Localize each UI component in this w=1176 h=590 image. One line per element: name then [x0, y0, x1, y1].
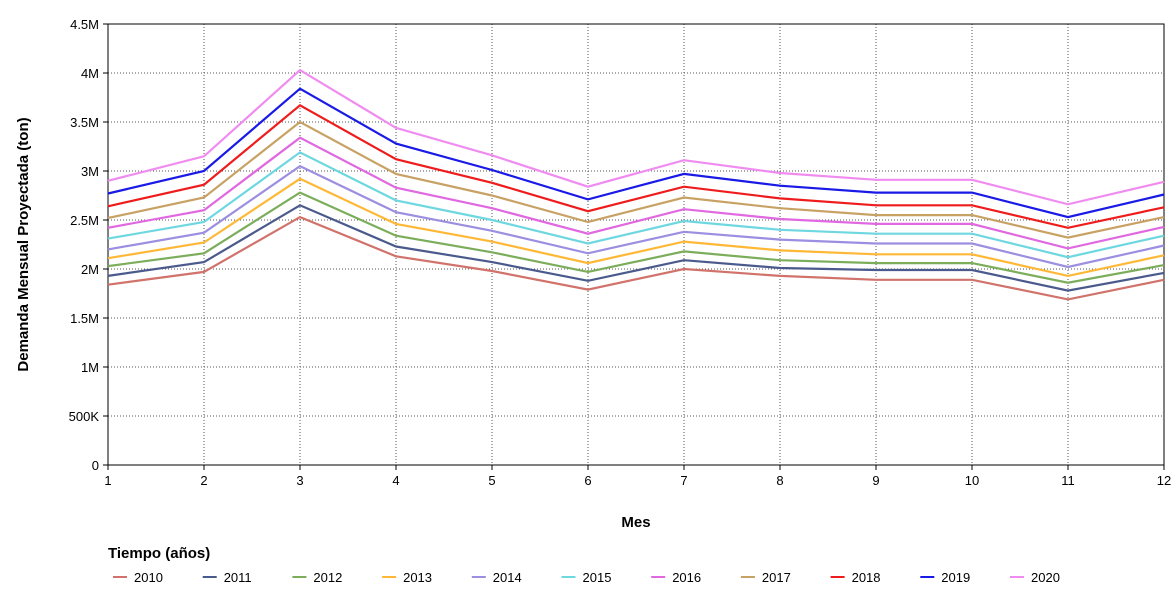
x-tick-label: 3: [296, 473, 303, 488]
series-line-2020: [107, 68, 1165, 206]
y-axis: 0 500K 1M 1.5M 2M 2.5M 3M 3.5M 4M 4.5M: [69, 17, 108, 473]
legend-label-2017: 2017: [762, 570, 791, 585]
y-tick-label: 2.5M: [70, 213, 99, 228]
legend-label-2016: 2016: [672, 570, 701, 585]
legend-label-2020: 2020: [1031, 570, 1060, 585]
series-line-2016: [107, 136, 1165, 250]
plot-frame: [107, 23, 1165, 466]
legend-title: Tiempo (años): [108, 545, 210, 562]
series-line-2015: [107, 151, 1165, 259]
series-line-2018: [107, 103, 1165, 229]
x-axis: 1 2 3 4 5 6 7 8 9 10 11 12: [104, 465, 1171, 488]
legend-label-2012: 2012: [313, 570, 342, 585]
legend: 2010 2011 2012 2013 2014 2015 2016 2017 2018 2019…: [113, 570, 1060, 585]
x-tick-label: 2: [200, 473, 207, 488]
x-tick-label: 10: [965, 473, 979, 488]
y-tick-label: 2M: [81, 262, 99, 277]
x-tick-label: 5: [488, 473, 495, 488]
grid-lines: [108, 23, 1164, 465]
y-tick-label: 3M: [81, 164, 99, 179]
legend-label-2010: 2010: [134, 570, 163, 585]
legend-label-2013: 2013: [403, 570, 432, 585]
series-line-2017: [107, 120, 1165, 239]
series-line-2012: [107, 191, 1165, 284]
series-line-2014: [107, 164, 1165, 269]
y-tick-label: 4.5M: [70, 17, 99, 32]
y-tick-label: 3.5M: [70, 115, 99, 130]
legend-label-2011: 2011: [224, 570, 252, 585]
y-tick-label: 4M: [81, 66, 99, 81]
series-line-2010: [107, 215, 1165, 301]
y-tick-label: 0: [92, 458, 99, 473]
legend-label-2015: 2015: [583, 570, 612, 585]
series-line-2013: [107, 177, 1165, 278]
y-tick-label: 1M: [81, 360, 99, 375]
series-line-2019: [107, 87, 1165, 219]
x-tick-label: 1: [104, 473, 111, 488]
x-tick-label: 6: [584, 473, 591, 488]
series-lines: [107, 68, 1165, 301]
legend-label-2014: 2014: [493, 570, 522, 585]
y-tick-label: 1.5M: [70, 311, 99, 326]
x-tick-label: 9: [872, 473, 879, 488]
x-tick-label: 11: [1061, 473, 1075, 488]
x-tick-label: 4: [392, 473, 399, 488]
x-tick-label: 12: [1157, 473, 1171, 488]
legend-label-2018: 2018: [852, 570, 881, 585]
x-tick-label: 7: [680, 473, 687, 488]
series-line-2011: [107, 204, 1165, 292]
x-tick-label: 8: [776, 473, 783, 488]
legend-label-2019: 2019: [941, 570, 970, 585]
x-axis-title: Mes: [621, 514, 650, 531]
y-tick-label: 500K: [69, 409, 100, 424]
y-axis-title: Demanda Mensual Proyectada (ton): [15, 117, 32, 371]
